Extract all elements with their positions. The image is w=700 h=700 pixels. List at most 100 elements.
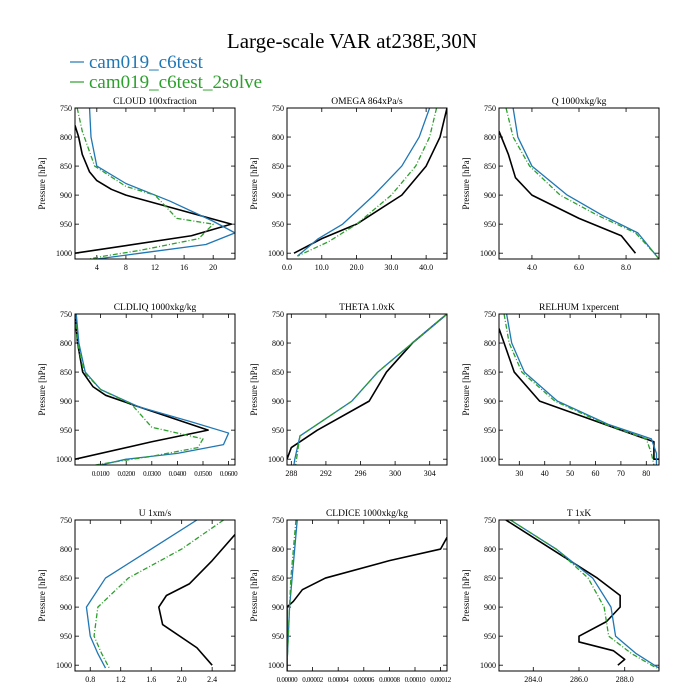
- plot-frame: [74, 313, 236, 466]
- y-tick-label: 950: [484, 632, 496, 641]
- y-tick-label: 750: [272, 104, 284, 113]
- y-tick-label: 1000: [480, 661, 496, 670]
- x-tick-label: 1.2: [116, 675, 126, 684]
- plot-frame: [74, 519, 236, 672]
- x-tick-label: 0.00010: [405, 676, 426, 684]
- plot-frame: [498, 313, 660, 466]
- panel-5: RELHUM 1xpercent Pressure [hPa] 750 800 850 9…: [461, 303, 660, 478]
- y-tick-label: 800: [272, 545, 284, 554]
- y-tick-label: 750: [484, 516, 496, 525]
- x-tick-label: 2.4: [207, 675, 217, 684]
- x-tick-label: 0.00000: [277, 676, 298, 684]
- panel-title: CLDICE 1000xkg/kg: [326, 509, 408, 519]
- panel-title: U 1xm/s: [139, 509, 172, 519]
- y-axis-label: Pressure [hPa]: [37, 569, 47, 621]
- x-tick-label: 60: [592, 469, 600, 478]
- x-tick-label: 50: [566, 469, 574, 478]
- x-tick-label: 0.0500: [194, 470, 212, 478]
- y-tick-label: 750: [484, 104, 496, 113]
- series-line-cam019-c6test-2solve: [93, 520, 224, 669]
- x-tick-label: 30: [515, 469, 523, 478]
- y-tick-label: 850: [484, 368, 496, 377]
- plot-frame: [286, 313, 448, 466]
- x-tick-label: 80: [642, 469, 650, 478]
- x-tick-label: 8.0: [621, 263, 631, 272]
- legend-label-cam019-c6test: cam019_c6test: [89, 52, 204, 73]
- series-line-cam019-c6test: [88, 108, 235, 259]
- control-line: [287, 537, 447, 671]
- y-tick-label: 850: [272, 162, 284, 171]
- plot-frame: [498, 107, 660, 260]
- y-tick-label: 800: [60, 339, 72, 348]
- y-axis-label: Pressure [hPa]: [249, 157, 259, 209]
- x-tick-label: 16: [180, 263, 188, 272]
- x-tick-label: 0.0200: [117, 470, 135, 478]
- y-tick-label: 900: [484, 191, 496, 200]
- y-tick-label: 850: [60, 368, 72, 377]
- y-tick-label: 850: [272, 574, 284, 583]
- y-tick-label: 950: [272, 220, 284, 229]
- series-line-cam019-c6test: [293, 314, 447, 465]
- x-tick-label: 0.00008: [379, 676, 400, 684]
- x-tick-label: 10.0: [315, 263, 329, 272]
- series-line-cam019-c6test-2solve: [297, 108, 438, 257]
- panel-6: U 1xm/s Pressure [hPa] 750 800 850 900 950 1000…: [37, 509, 236, 684]
- x-tick-label: 0.0400: [169, 470, 187, 478]
- x-tick-label: 304: [424, 469, 436, 478]
- y-axis-label: Pressure [hPa]: [461, 363, 471, 415]
- y-tick-label: 800: [484, 545, 496, 554]
- panel-title: CLOUD 100xfraction: [113, 96, 197, 107]
- y-tick-label: 950: [484, 220, 496, 229]
- x-tick-label: 0.0: [282, 263, 292, 272]
- x-tick-label: 70: [617, 469, 625, 478]
- y-axis-label: Pressure [hPa]: [37, 363, 47, 415]
- y-tick-label: 750: [272, 516, 284, 525]
- plot-frame: [498, 519, 660, 672]
- y-tick-label: 750: [484, 310, 496, 319]
- y-tick-label: 1000: [268, 455, 284, 464]
- y-tick-label: 900: [272, 603, 284, 612]
- figure-title: Large-scale VAR at238E,30N: [227, 29, 477, 53]
- y-tick-label: 850: [60, 574, 72, 583]
- panel-title: T 1xK: [567, 509, 592, 519]
- x-tick-label: 8: [124, 263, 128, 272]
- panel-4: THETA 1.0xK Pressure [hPa] 750 800 850 900 950…: [249, 303, 448, 478]
- y-tick-label: 750: [60, 310, 72, 319]
- series-line-cam019-c6test: [85, 520, 198, 669]
- control-line: [287, 314, 447, 460]
- legend: cam019_c6test cam019_c6test_2solve: [70, 52, 262, 93]
- x-tick-label: 30.0: [384, 263, 398, 272]
- series-line-cam019-c6test-2solve: [510, 520, 658, 669]
- y-tick-label: 800: [272, 133, 284, 142]
- series-line-cam019-c6test-2solve: [76, 108, 214, 259]
- y-tick-label: 900: [484, 397, 496, 406]
- panel-title: CLDLIQ 1000xkg/kg: [114, 303, 197, 313]
- x-tick-label: 4: [95, 263, 99, 272]
- y-axis-label: Pressure [hPa]: [461, 157, 471, 209]
- x-tick-label: 0.00004: [328, 676, 349, 684]
- y-tick-label: 800: [484, 339, 496, 348]
- y-tick-label: 800: [272, 339, 284, 348]
- panel-2: Q 1000xkg/kg Pressure [hPa] 750 800 850 900 95…: [461, 97, 660, 272]
- x-tick-label: 300: [389, 469, 401, 478]
- x-tick-label: 2.0: [177, 675, 187, 684]
- y-axis-label: Pressure [hPa]: [461, 569, 471, 621]
- x-tick-label: 292: [320, 469, 332, 478]
- series-line-cam019-c6test-2solve: [287, 520, 297, 666]
- x-tick-label: 4.0: [527, 263, 537, 272]
- x-tick-label: 288.0: [616, 675, 634, 684]
- y-tick-label: 950: [60, 220, 72, 229]
- y-tick-label: 1000: [268, 661, 284, 670]
- plot-frame: [286, 107, 448, 260]
- control-line: [499, 328, 659, 460]
- plot-frame: [286, 519, 448, 672]
- y-tick-label: 1000: [480, 249, 496, 258]
- x-tick-label: 20.0: [350, 263, 364, 272]
- y-tick-label: 850: [484, 574, 496, 583]
- x-tick-label: 20: [209, 263, 217, 272]
- y-tick-label: 800: [484, 133, 496, 142]
- x-tick-label: 296: [355, 469, 367, 478]
- series-line-cam019-c6test-2solve: [503, 314, 655, 465]
- panel-3: CLDLIQ 1000xkg/kg Pressure [hPa] 750 800 850…: [37, 303, 238, 478]
